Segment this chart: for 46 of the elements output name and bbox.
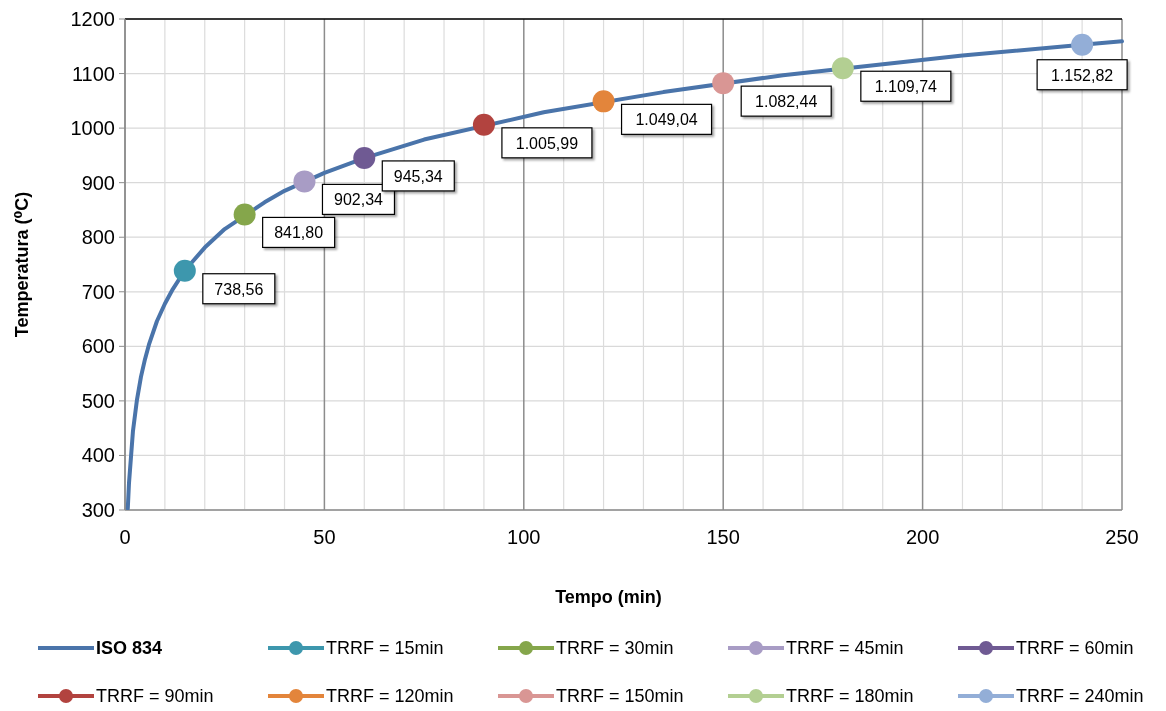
point <box>173 259 196 282</box>
y-tick-label: 800 <box>81 226 115 249</box>
x-tick-label: 50 <box>313 526 336 548</box>
y-tick-label: 1000 <box>70 117 115 140</box>
data-label: 1.049,04 <box>635 111 698 129</box>
data-label: 1.152,82 <box>1050 66 1114 84</box>
legend-label: TRRF = 15min <box>326 638 444 658</box>
y-tick-label: 400 <box>81 444 115 467</box>
point <box>233 203 256 226</box>
data-label: 902,34 <box>333 191 384 209</box>
y-tick-label: 500 <box>81 389 115 412</box>
legend-label: TRRF = 45min <box>786 638 904 658</box>
data-label: 1.082,44 <box>755 93 818 111</box>
data-label: 945,34 <box>393 167 443 185</box>
x-tick-label: 200 <box>905 526 940 548</box>
data-label: 1.005,99 <box>515 134 579 152</box>
data-label: 841,80 <box>274 224 324 242</box>
y-tick-label: 900 <box>81 171 115 194</box>
x-tick-label: 0 <box>119 526 131 548</box>
legend-label: TRRF = 120min <box>326 686 454 706</box>
y-tick-label: 300 <box>81 499 115 521</box>
x-tick-label: 100 <box>507 526 541 548</box>
x-axis-title: Tempo (min) <box>555 587 662 607</box>
data-label: 738,56 <box>214 280 264 298</box>
y-tick-label: 600 <box>81 335 115 358</box>
legend-label: TRRF = 60min <box>1016 638 1134 658</box>
legend-label: TRRF = 30min <box>556 638 674 658</box>
data-label: 1.109,74 <box>874 78 938 96</box>
y-tick-label: 1200 <box>70 8 115 30</box>
legend-label: TRRF = 150min <box>556 686 684 706</box>
point <box>353 146 376 169</box>
point <box>831 57 854 80</box>
y-tick-label: 700 <box>81 280 115 303</box>
x-tick-label: 250 <box>1105 526 1139 548</box>
legend-label: TRRF = 180min <box>786 686 914 706</box>
point <box>472 113 495 136</box>
y-axis-title: Temperatura (⁰C) <box>12 191 32 338</box>
legend-label: TRRF = 90min <box>96 686 214 706</box>
legend-label: ISO 834 <box>96 638 163 658</box>
y-tick-label: 1100 <box>71 62 115 85</box>
point <box>1071 33 1094 56</box>
legend-label: TRRF = 240min <box>1016 686 1144 706</box>
point <box>712 72 735 95</box>
x-tick-label: 150 <box>706 526 740 548</box>
point <box>592 90 615 113</box>
point <box>293 170 316 193</box>
